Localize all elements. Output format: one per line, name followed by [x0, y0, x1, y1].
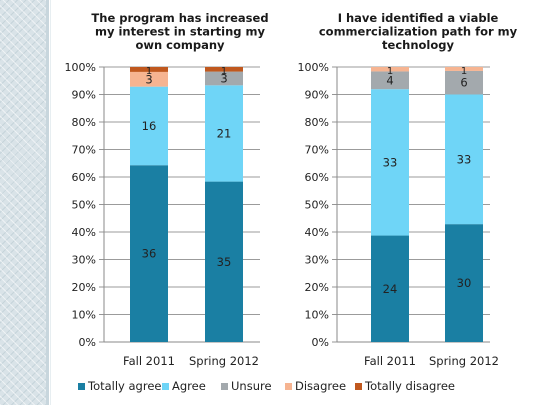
- data-label: 36: [142, 247, 157, 261]
- y-tick-label: 100%: [65, 61, 96, 74]
- y-tick-label: 30%: [305, 254, 329, 267]
- data-label: 1: [461, 66, 467, 77]
- bar-segment-totally-agree: [445, 224, 483, 342]
- data-label: 24: [383, 282, 398, 296]
- y-tick-label: 0%: [312, 336, 329, 349]
- legend-label: Totally agree: [87, 379, 162, 393]
- y-tick-label: 20%: [72, 281, 96, 294]
- data-label: 1: [387, 66, 393, 77]
- bar-segment-agree: [130, 86, 168, 166]
- y-tick-label: 90%: [72, 89, 96, 102]
- bar-segment-agree: [205, 85, 243, 182]
- y-tick-label: 70%: [305, 144, 329, 157]
- y-tick-label: 80%: [305, 116, 329, 129]
- data-label: 3: [145, 72, 152, 86]
- bar-segment-agree: [445, 94, 483, 225]
- decorative-side-border: [46, 0, 49, 405]
- data-label: 35: [217, 255, 232, 269]
- y-tick-label: 40%: [72, 226, 96, 239]
- data-label: 30: [457, 276, 472, 290]
- x-tick-label: Fall 2011: [364, 354, 416, 368]
- legend-label: Unsure: [231, 379, 272, 393]
- y-tick-label: 10%: [72, 309, 96, 322]
- y-tick-label: 60%: [72, 171, 96, 184]
- legend-swatch: [355, 383, 362, 390]
- chart-title-line: my interest in starting my: [95, 25, 265, 39]
- bar-segment-totally-disagree: [205, 67, 243, 72]
- bar-segment-unsure: [205, 71, 243, 86]
- decorative-side-border-highlight: [50, 0, 51, 405]
- x-tick-label: Spring 2012: [189, 354, 259, 368]
- bar-segment-totally-agree: [130, 165, 168, 342]
- bar-segment-totally-agree: [371, 235, 409, 342]
- bar-segment-disagree: [130, 71, 168, 87]
- data-label: 1: [221, 66, 227, 77]
- y-tick-label: 40%: [305, 226, 329, 239]
- legend-swatch: [78, 383, 85, 390]
- y-tick-label: 80%: [72, 116, 96, 129]
- chart-title-line: technology: [382, 38, 454, 52]
- bar-segment-disagree: [371, 67, 409, 72]
- y-tick-label: 20%: [305, 281, 329, 294]
- y-tick-label: 90%: [305, 89, 329, 102]
- chart-title-line: commercialization path for my: [319, 25, 518, 39]
- y-tick-label: 100%: [298, 61, 329, 74]
- x-tick-label: Spring 2012: [429, 354, 499, 368]
- data-label: 4: [386, 73, 393, 87]
- decorative-side-pattern: [0, 0, 46, 405]
- bar-segment-disagree: [445, 67, 483, 71]
- bar-segment-unsure: [371, 71, 409, 90]
- bar-segment-totally-agree: [205, 181, 243, 342]
- legend-label: Totally disagree: [364, 379, 455, 393]
- data-label: 1: [146, 66, 152, 77]
- legend-label: Disagree: [295, 379, 346, 393]
- y-tick-label: 30%: [72, 254, 96, 267]
- x-tick-label: Fall 2011: [123, 354, 175, 368]
- bar-segment-unsure: [445, 70, 483, 95]
- legend-swatch: [285, 383, 292, 390]
- data-label: 33: [457, 152, 472, 166]
- y-tick-label: 50%: [72, 199, 96, 212]
- chart-title-line: The program has increased: [91, 11, 268, 25]
- data-label: 3: [220, 71, 227, 85]
- data-label: 16: [142, 119, 157, 133]
- y-tick-label: 60%: [305, 171, 329, 184]
- chart-title-line: I have identified a viable: [338, 11, 499, 25]
- data-label: 21: [217, 126, 232, 140]
- legend-label: Agree: [172, 379, 206, 393]
- legend-swatch: [162, 383, 169, 390]
- y-tick-label: 50%: [305, 199, 329, 212]
- data-label: 33: [383, 155, 398, 169]
- legend-swatch: [221, 383, 228, 390]
- y-tick-label: 10%: [305, 309, 329, 322]
- bar-segment-agree: [371, 89, 409, 236]
- bar-segment-totally-disagree: [130, 67, 168, 72]
- data-label: 6: [460, 76, 467, 90]
- chart-title-line: own company: [135, 38, 225, 52]
- y-tick-label: 70%: [72, 144, 96, 157]
- y-tick-label: 0%: [79, 336, 96, 349]
